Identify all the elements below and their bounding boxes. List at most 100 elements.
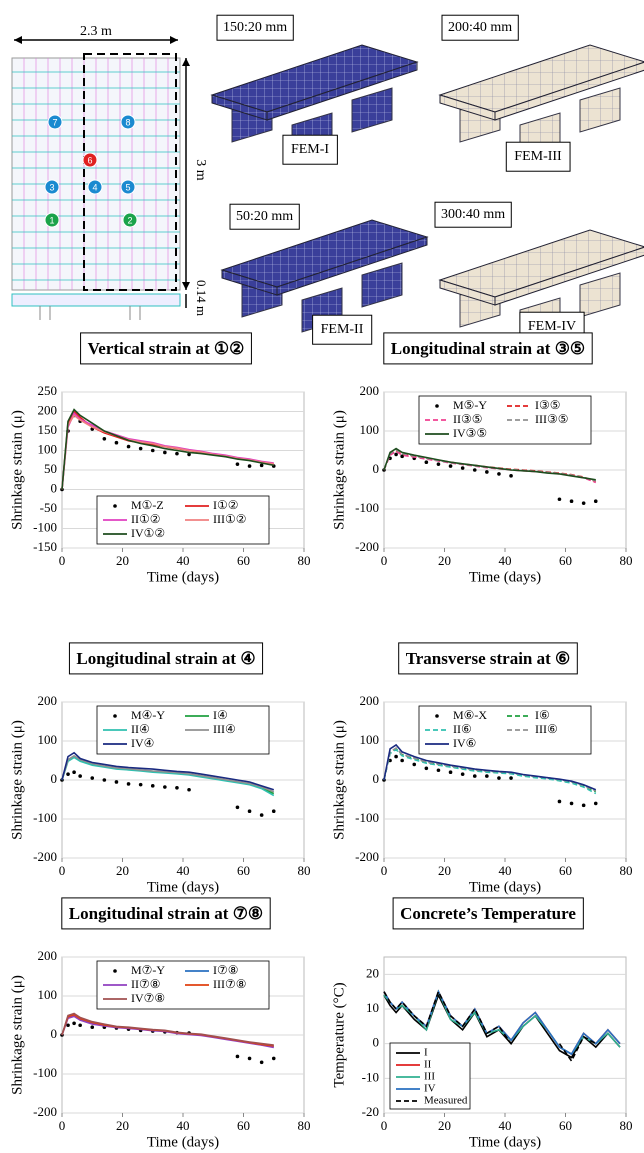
x-tick-label: 60 (559, 553, 572, 568)
x-tick-label: 40 (177, 1118, 190, 1133)
data-point (425, 460, 429, 464)
data-point (394, 755, 398, 759)
x-tick-label: 0 (381, 863, 388, 878)
legend-label: I⑥ (535, 708, 550, 722)
point-label: 4 (92, 182, 97, 192)
support (352, 88, 392, 132)
data-point (570, 802, 574, 806)
x-axis-label: Time (days) (469, 569, 541, 585)
legend-swatch (113, 714, 117, 718)
width-label: 2.3 m (80, 24, 112, 39)
data-point (473, 468, 477, 472)
legend-label: M④-Y (131, 708, 165, 722)
legend-label: I④ (213, 708, 228, 722)
mesh-name: FEM-II (321, 322, 364, 337)
data-point (594, 802, 598, 806)
legend-swatch (113, 504, 117, 508)
x-tick-label: 40 (499, 863, 512, 878)
data-point (66, 772, 70, 776)
point-label: 3 (49, 182, 54, 192)
mesh-size: 50:20 mm (236, 209, 293, 224)
legend-label: M⑦-Y (131, 963, 165, 977)
y-tick-label: -100 (33, 519, 57, 534)
data-point (236, 462, 240, 466)
x-tick-label: 60 (559, 863, 572, 878)
legend-swatch (113, 969, 117, 973)
data-point (78, 774, 82, 778)
data-point (582, 501, 586, 505)
y-tick-label: 0 (373, 771, 380, 786)
y-tick-label: 0 (51, 1026, 58, 1041)
data-point (66, 1023, 70, 1027)
y-tick-label: 100 (360, 732, 380, 747)
y-tick-label: -200 (355, 539, 379, 554)
legend-label: II④ (131, 722, 150, 736)
x-tick-label: 20 (438, 863, 451, 878)
chart-title: Concrete’s Temperature (400, 904, 576, 923)
data-point (449, 770, 453, 774)
y-tick-label: 100 (38, 987, 58, 1002)
chart-title: Longitudinal strain at ④ (76, 649, 255, 668)
support (362, 263, 402, 307)
y-tick-label: 100 (360, 422, 380, 437)
y-tick-label: 250 (38, 383, 58, 398)
data-point (260, 1061, 264, 1065)
x-tick-label: 0 (59, 553, 66, 568)
legend-label: IV⑥ (453, 736, 476, 750)
data-point (103, 778, 107, 782)
data-point (272, 1057, 276, 1061)
data-point (175, 786, 179, 790)
thickness-label: 0.14 m (194, 280, 209, 316)
data-point (72, 770, 76, 774)
legend-label: II③⑤ (453, 412, 483, 426)
support (580, 88, 620, 132)
y-tick-label: -100 (355, 810, 379, 825)
legend-label: I (424, 1047, 428, 1059)
x-axis-label: Time (days) (469, 1134, 541, 1150)
x-tick-label: 40 (499, 553, 512, 568)
legend: M⑤-YI③⑤II③⑤III③⑤IV③⑤ (419, 396, 591, 444)
legend-label: III①② (213, 512, 247, 526)
data-point (473, 774, 477, 778)
y-axis-label: Shrinkage strain (μ) (9, 410, 25, 530)
x-tick-label: 20 (116, 1118, 129, 1133)
y-tick-label: 50 (44, 461, 57, 476)
data-point (400, 759, 404, 763)
y-tick-label: -200 (355, 849, 379, 864)
mesh-name: FEM-I (291, 142, 329, 157)
legend-label: III⑦⑧ (213, 977, 247, 991)
mesh-name: FEM-IV (528, 319, 576, 334)
fem-mesh (440, 45, 644, 157)
data-point (485, 774, 489, 778)
x-tick-label: 20 (116, 863, 129, 878)
data-point (103, 437, 107, 441)
point-label: 1 (49, 215, 54, 225)
x-tick-label: 80 (620, 1118, 633, 1133)
data-point (236, 1055, 240, 1059)
x-axis-label: Time (days) (469, 879, 541, 895)
data-point (248, 464, 252, 468)
x-tick-label: 20 (116, 553, 129, 568)
y-tick-label: 10 (366, 1000, 379, 1015)
y-tick-label: 200 (38, 693, 58, 708)
data-point (437, 768, 441, 772)
data-point (127, 445, 131, 449)
data-point (485, 470, 489, 474)
x-tick-label: 20 (438, 1118, 451, 1133)
x-tick-label: 0 (381, 1118, 388, 1133)
x-tick-label: 40 (177, 863, 190, 878)
y-tick-label: -200 (33, 849, 57, 864)
y-tick-label: -10 (362, 1069, 379, 1084)
point-label: 6 (87, 155, 92, 165)
point-label: 5 (125, 182, 130, 192)
y-tick-label: 200 (360, 693, 380, 708)
x-axis-label: Time (days) (147, 1134, 219, 1150)
data-point (461, 772, 465, 776)
data-point (151, 449, 155, 453)
figure: 2.3 m 3 m 0.14 m 12345678150:20 mmFEM-I2… (0, 0, 644, 1153)
data-point (558, 497, 562, 501)
chart-title: Transverse strain at ⑥ (406, 649, 571, 668)
x-tick-label: 60 (559, 1118, 572, 1133)
point-label: 7 (52, 117, 57, 127)
